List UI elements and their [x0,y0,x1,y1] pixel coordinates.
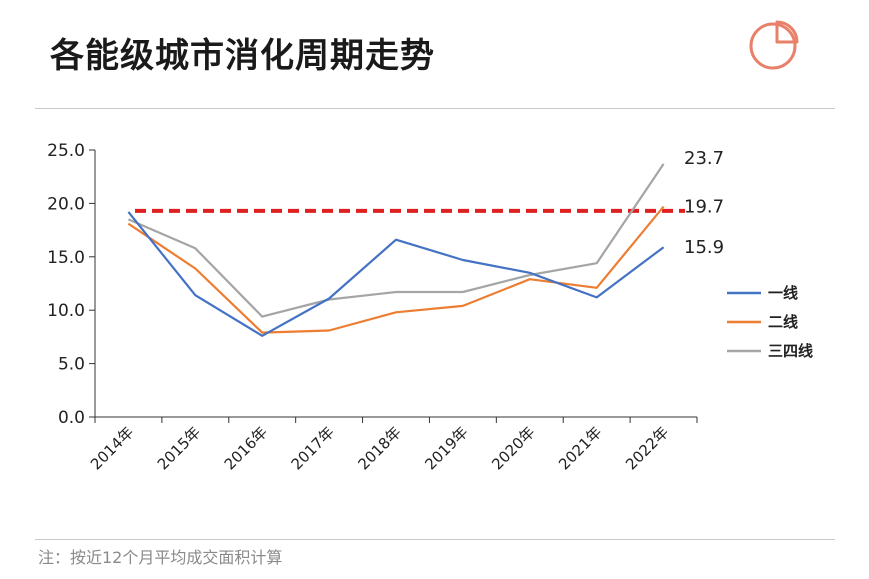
legend-label: 三四线 [768,342,813,360]
x-tick-label: 2021年 [555,423,605,473]
top-divider [35,108,835,109]
end-value-label: 19.7 [684,197,724,218]
y-tick-label: 15.0 [47,248,85,268]
end-value-label: 15.9 [684,237,724,258]
series-line-2 [127,205,665,334]
x-tick-label: 2022年 [622,423,672,473]
legend-label: 一线 [768,284,798,302]
x-tick-label: 2016年 [221,423,271,473]
x-tick-label: 2020年 [488,423,538,473]
bottom-divider [35,539,835,540]
footnote: 注：按近12个月平均成交面积计算 [38,548,283,567]
end-value-label: 23.7 [684,148,724,169]
pie-chart-icon [749,20,799,70]
x-tick-label: 2014年 [87,423,137,473]
legend-label: 二线 [768,313,798,331]
y-tick-label: 0.0 [58,408,85,428]
x-tick-label: 2017年 [288,423,338,473]
chart-title: 各能级城市消化周期走势 [50,36,435,76]
x-tick-label: 2019年 [421,423,471,473]
y-tick-label: 20.0 [47,194,85,214]
x-tick-label: 2018年 [354,423,404,473]
x-tick-label: 2015年 [154,423,204,473]
y-tick-label: 5.0 [58,355,85,375]
y-tick-label: 25.0 [47,141,85,161]
y-tick-label: 10.0 [47,301,85,321]
series-line-3 [127,163,665,318]
series-line-1 [127,211,665,337]
